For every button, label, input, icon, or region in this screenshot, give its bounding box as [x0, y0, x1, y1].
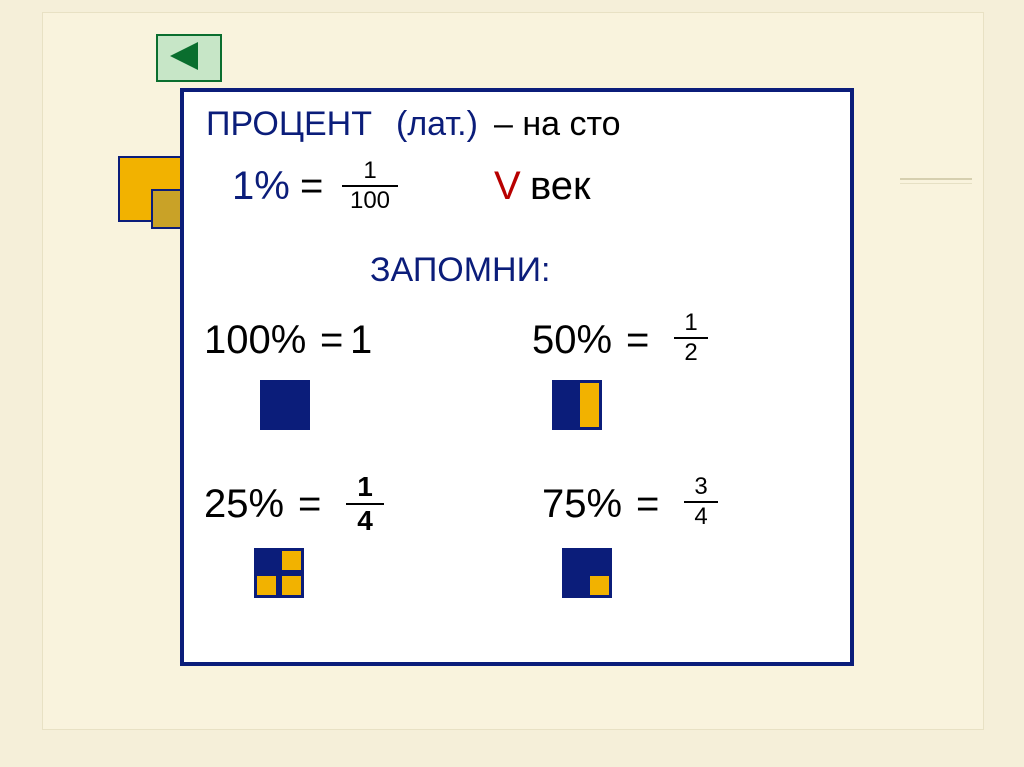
pct-75-label: 75%	[542, 484, 622, 524]
content-card: ПРОЦЕНТ (лат.) – на сто 1% = 1 100 V век…	[180, 88, 854, 666]
fraction-den: 4	[684, 505, 718, 529]
pct-100-eq: =	[320, 320, 343, 360]
heading-translation: – на сто	[494, 106, 621, 143]
fraction-1-100: 1 100	[342, 159, 398, 213]
square-50pct	[552, 380, 602, 430]
decorative-line	[900, 178, 972, 180]
cell	[587, 573, 612, 598]
fraction-num: 1	[342, 159, 398, 183]
pct-100-value: 1	[350, 320, 372, 360]
cell	[562, 573, 587, 598]
square-100pct	[260, 380, 310, 430]
pct-25-label: 25%	[204, 484, 284, 524]
fraction-num: 1	[674, 311, 708, 335]
fraction-1-2: 1 2	[674, 311, 708, 365]
heading-percent: ПРОЦЕНТ	[206, 106, 372, 143]
pct-50-label: 50%	[532, 320, 612, 360]
remember-label: ЗАПОМНИ:	[370, 252, 550, 289]
fraction-num: 3	[684, 475, 718, 499]
heading-latin: (лат.)	[396, 106, 478, 143]
fraction-den: 2	[674, 341, 708, 365]
back-arrow-icon	[170, 42, 198, 70]
pct-75-eq: =	[636, 484, 659, 524]
century-label: век	[530, 166, 591, 206]
nav-back-button[interactable]	[156, 34, 218, 78]
fraction-den: 4	[346, 507, 384, 535]
half-blue	[552, 380, 577, 430]
cell	[279, 548, 304, 573]
cell	[254, 548, 279, 573]
square-75pct	[562, 548, 612, 598]
pct-25-eq: =	[298, 484, 321, 524]
fraction-3-4: 3 4	[684, 475, 718, 529]
cell	[254, 573, 279, 598]
cell	[279, 573, 304, 598]
one-percent-equals: =	[300, 166, 323, 206]
fraction-1-4: 1 4	[346, 473, 384, 535]
decorative-line-shadow	[900, 183, 972, 184]
pct-50-eq: =	[626, 320, 649, 360]
cell	[562, 548, 587, 573]
fraction-den: 100	[342, 189, 398, 213]
pct-100-label: 100%	[204, 320, 306, 360]
square-25pct	[254, 548, 304, 598]
roman-numeral: V	[494, 166, 521, 206]
cell	[587, 548, 612, 573]
half-yellow	[577, 380, 602, 430]
one-percent-label: 1%	[232, 166, 290, 206]
fraction-num: 1	[346, 473, 384, 501]
